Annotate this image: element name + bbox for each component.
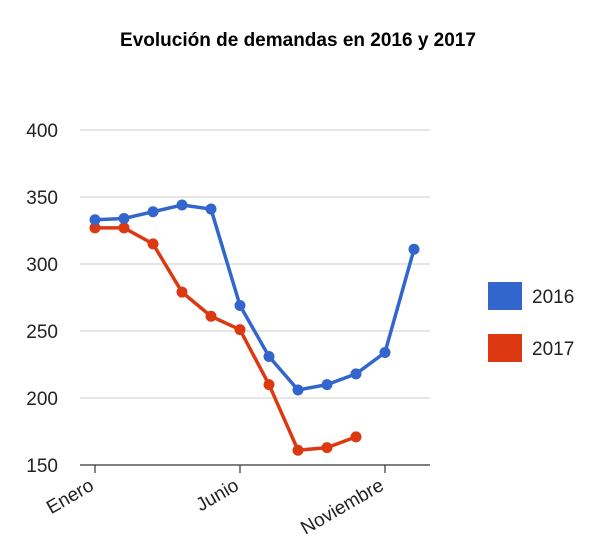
y-tick-label: 200 <box>26 389 58 410</box>
data-point <box>89 214 101 226</box>
data-point <box>234 300 246 312</box>
data-point <box>263 350 275 362</box>
series-line-2017 <box>93 226 358 453</box>
data-point <box>89 222 101 234</box>
x-tick-label: Noviembre <box>297 475 387 539</box>
data-point <box>205 310 217 322</box>
x-tick-label: Junio <box>193 475 243 516</box>
data-point <box>408 243 420 255</box>
data-point <box>118 222 130 234</box>
data-point <box>350 368 362 380</box>
x-tick-label: Enero <box>43 475 97 519</box>
data-point <box>147 206 159 218</box>
data-point <box>147 238 159 250</box>
y-tick-label: 250 <box>26 322 58 343</box>
grid-lines <box>80 129 430 399</box>
y-tick-label: 300 <box>26 255 58 276</box>
data-point <box>234 324 246 336</box>
chart-title: Evolución de demandas en 2016 y 2017 <box>120 30 476 51</box>
x-axis-tick-labels: Enero Junio Noviembre <box>43 475 387 539</box>
y-axis-tick-labels: 150 200 250 300 350 400 <box>26 121 58 477</box>
x-axis <box>80 464 430 473</box>
data-point <box>263 379 275 391</box>
y-tick-label: 400 <box>26 121 58 142</box>
data-point <box>292 444 304 456</box>
data-point <box>118 212 130 224</box>
series-lines <box>89 199 420 456</box>
legend-swatch-2016 <box>488 282 522 310</box>
data-point <box>321 442 333 454</box>
legend-swatch-2017 <box>488 334 522 362</box>
data-point <box>292 384 304 396</box>
data-point <box>176 199 188 211</box>
data-point <box>379 346 391 358</box>
y-tick-label: 150 <box>26 456 58 477</box>
data-point <box>205 203 217 215</box>
series-2016 <box>89 199 420 396</box>
series-2017 <box>89 222 362 456</box>
series-line-2016 <box>93 203 416 392</box>
data-point <box>176 286 188 298</box>
legend-label: 2017 <box>532 339 574 360</box>
data-point <box>350 431 362 443</box>
legend-label: 2016 <box>532 287 574 308</box>
data-point <box>321 379 333 391</box>
y-tick-label: 350 <box>26 188 58 209</box>
legend: 2016 2017 <box>488 282 574 362</box>
